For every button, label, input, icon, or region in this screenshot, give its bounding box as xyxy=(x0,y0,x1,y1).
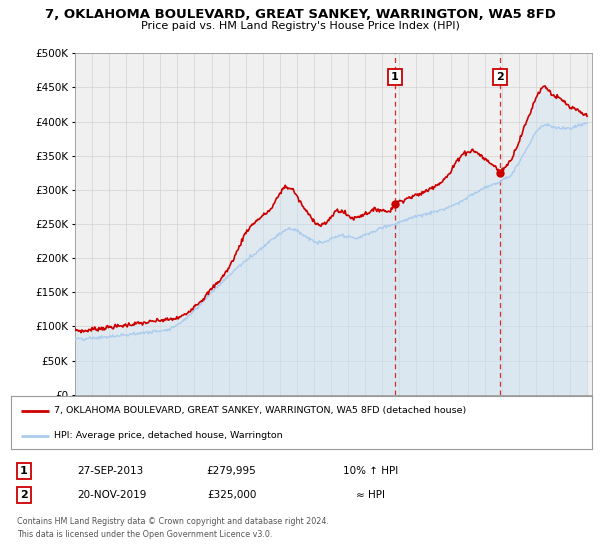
Text: 7, OKLAHOMA BOULEVARD, GREAT SANKEY, WARRINGTON, WA5 8FD (detached house): 7, OKLAHOMA BOULEVARD, GREAT SANKEY, WAR… xyxy=(55,407,467,416)
Text: ≈ HPI: ≈ HPI xyxy=(356,490,385,500)
Text: £279,995: £279,995 xyxy=(206,466,256,476)
Text: 1: 1 xyxy=(20,466,28,476)
Text: Contains HM Land Registry data © Crown copyright and database right 2024.: Contains HM Land Registry data © Crown c… xyxy=(17,517,328,526)
Text: 20-NOV-2019: 20-NOV-2019 xyxy=(77,490,147,500)
Text: 1: 1 xyxy=(391,72,399,82)
Text: 27-SEP-2013: 27-SEP-2013 xyxy=(77,466,144,476)
Text: Price paid vs. HM Land Registry's House Price Index (HPI): Price paid vs. HM Land Registry's House … xyxy=(140,21,460,31)
Text: 2: 2 xyxy=(496,72,504,82)
Text: £325,000: £325,000 xyxy=(207,490,256,500)
Text: HPI: Average price, detached house, Warrington: HPI: Average price, detached house, Warr… xyxy=(55,431,283,440)
Text: 10% ↑ HPI: 10% ↑ HPI xyxy=(343,466,398,476)
Text: This data is licensed under the Open Government Licence v3.0.: This data is licensed under the Open Gov… xyxy=(17,530,272,539)
Text: 2: 2 xyxy=(20,490,28,500)
Text: 7, OKLAHOMA BOULEVARD, GREAT SANKEY, WARRINGTON, WA5 8FD: 7, OKLAHOMA BOULEVARD, GREAT SANKEY, WAR… xyxy=(44,8,556,21)
